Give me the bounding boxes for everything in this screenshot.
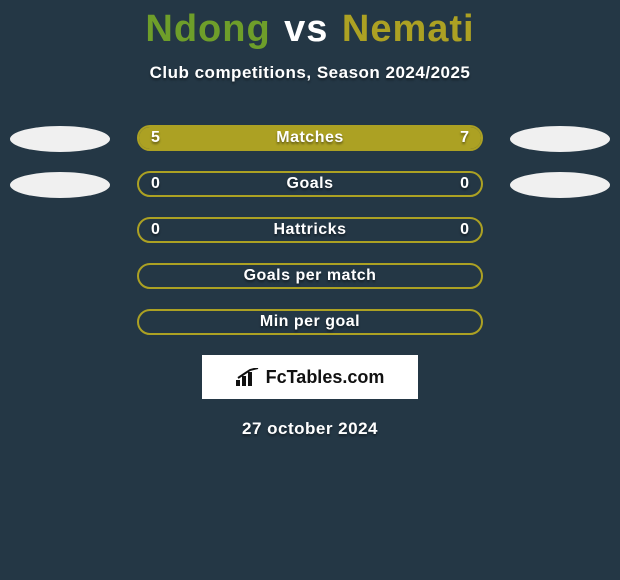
player-ellipse-left — [10, 126, 110, 152]
stat-left-value: 5 — [151, 125, 160, 151]
subtitle: Club competitions, Season 2024/2025 — [0, 63, 620, 83]
brand-text: FcTables.com — [266, 367, 385, 388]
stat-label: Min per goal — [137, 309, 483, 335]
stat-left-value: 0 — [151, 171, 160, 197]
date-text: 27 october 2024 — [0, 419, 620, 439]
stat-row: Goals per match — [137, 263, 483, 289]
player1-name: Ndong — [145, 8, 270, 51]
title: Ndong vs Nemati — [0, 0, 620, 51]
player-ellipse-right — [510, 126, 610, 152]
stat-row: Hattricks0 0 — [137, 217, 483, 243]
stat-row: Min per goal — [137, 309, 483, 335]
stat-right-value: 0 — [460, 217, 469, 243]
stat-row: Matches5 7 — [137, 125, 483, 151]
comparison-card: Ndong vs Nemati Club competitions, Seaso… — [0, 0, 620, 580]
stat-row: Goals0 0 — [137, 171, 483, 197]
player-ellipse-right — [510, 172, 610, 198]
stat-label: Goals per match — [137, 263, 483, 289]
stat-rows: Matches57Goals00Hattricks00Goals per mat… — [0, 125, 620, 335]
brand-badge: FcTables.com — [202, 355, 418, 399]
stat-label: Matches — [137, 125, 483, 151]
stat-right-value: 7 — [460, 125, 469, 151]
brand-chart-icon — [236, 368, 260, 386]
player-ellipse-left — [10, 172, 110, 198]
stat-right-value: 0 — [460, 171, 469, 197]
stat-label: Goals — [137, 171, 483, 197]
stat-label: Hattricks — [137, 217, 483, 243]
stat-left-value: 0 — [151, 217, 160, 243]
player2-name: Nemati — [342, 8, 475, 51]
vs-text: vs — [284, 8, 328, 51]
